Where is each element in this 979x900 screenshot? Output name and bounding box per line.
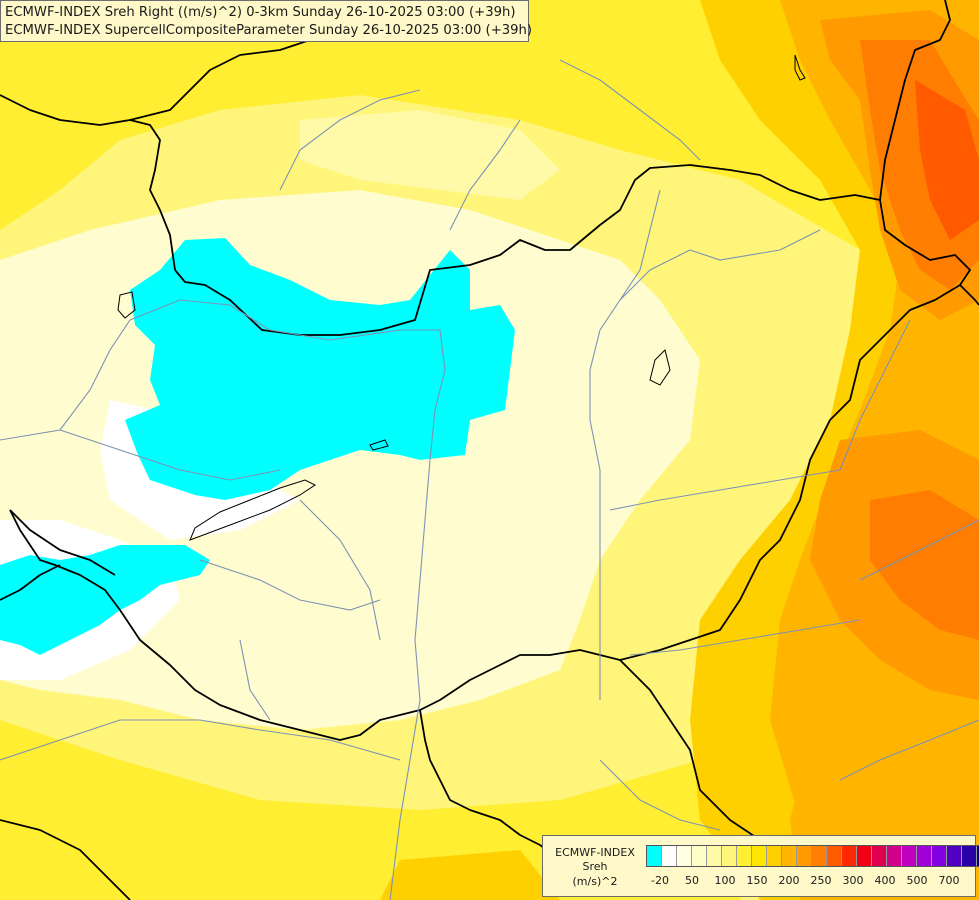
river-danube [129, 299, 446, 900]
legend-swatch [647, 846, 662, 866]
legend-tick-label: 50 [685, 874, 699, 887]
river-sajo [619, 189, 661, 301]
legend-swatch [707, 846, 722, 866]
field-orange-south-bottom [380, 850, 560, 900]
legend-swatch [917, 846, 932, 866]
legend-swatch [767, 846, 782, 866]
border-bosnia [0, 819, 131, 900]
map-title-box: ECMWF-INDEX Sreh Right ((m/s)^2) 0-3km S… [0, 0, 533, 42]
legend-swatch [662, 846, 677, 866]
legend-tick-label: 100 [714, 874, 736, 887]
border-croatia [9, 509, 116, 576]
lake-neusiedl [117, 291, 136, 319]
legend-swatch-strip [646, 845, 979, 867]
field-lightyellow-ring [300, 110, 560, 200]
legend-tick-label: 250 [810, 874, 832, 887]
legend-tick-label: 200 [778, 874, 800, 887]
legend-swatch [947, 846, 962, 866]
lake-tisza [649, 349, 671, 386]
border-ukraine [879, 0, 951, 201]
legend-tick-label: 400 [874, 874, 896, 887]
border-austria [0, 564, 61, 601]
border-east-edge [959, 284, 979, 306]
river-sio [299, 499, 381, 641]
border-slovakia-north [0, 94, 176, 271]
field-deeporange-northeast [915, 80, 979, 240]
legend-swatch [677, 846, 692, 866]
border-serbia [419, 709, 561, 861]
legend-swatch [932, 846, 947, 866]
river-drava [0, 719, 401, 761]
river-west-1 [0, 319, 131, 441]
lake-balaton [189, 479, 316, 541]
legend-swatch [962, 846, 977, 866]
legend-tick-label: 700 [938, 874, 960, 887]
legend-swatch [812, 846, 827, 866]
legend-swatch [857, 846, 872, 866]
lake-northeast [794, 54, 806, 81]
river-south-1 [239, 639, 271, 721]
legend-swatch [797, 846, 812, 866]
legend-swatch [872, 846, 887, 866]
legend-swatch [737, 846, 752, 866]
river-east-3 [839, 719, 979, 781]
legend-tick-label: 300 [842, 874, 864, 887]
legend-swatch [752, 846, 767, 866]
legend-tick-label: 500 [906, 874, 928, 887]
legend-swatch [782, 846, 797, 866]
river-east-2 [859, 519, 979, 581]
river-koros [609, 469, 841, 511]
legend-swatch [827, 846, 842, 866]
legend-tick-label: -20 [651, 874, 669, 887]
title-line-1: ECMWF-INDEX Sreh Right ((m/s)^2) 0-3km S… [5, 5, 516, 20]
river-tisza [589, 229, 821, 700]
river-north-3 [559, 59, 701, 161]
legend-swatch [887, 846, 902, 866]
legend-unit: (m/s)^2 [572, 875, 618, 888]
legend-swatch [902, 846, 917, 866]
river-north-1 [279, 89, 421, 191]
river-north-2 [449, 119, 521, 231]
title-line-2: ECMWF-INDEX SupercellCompositeParameter … [5, 23, 533, 38]
legend-swatch [722, 846, 737, 866]
legend-variable: Sreh [582, 860, 608, 873]
legend-swatch [977, 846, 979, 866]
river-south-2 [599, 759, 721, 831]
field-cyan-north [125, 238, 515, 500]
field-redorange-southeast [870, 490, 979, 640]
river-maros [629, 619, 861, 656]
river-east-1 [839, 319, 911, 471]
river-raba [59, 429, 281, 481]
color-legend: ECMWF-INDEX Sreh (m/s)^2 -20 50 100 150 200 2… [542, 835, 979, 897]
legend-swatch [692, 846, 707, 866]
legend-swatch [842, 846, 857, 866]
lake-velence [369, 439, 389, 451]
field-cyan-west [0, 545, 210, 655]
border-hungary [9, 164, 971, 741]
legend-title: ECMWF-INDEX [555, 846, 635, 859]
rivers [0, 59, 979, 900]
river-zala [199, 559, 381, 611]
legend-tick-label: 150 [746, 874, 768, 887]
